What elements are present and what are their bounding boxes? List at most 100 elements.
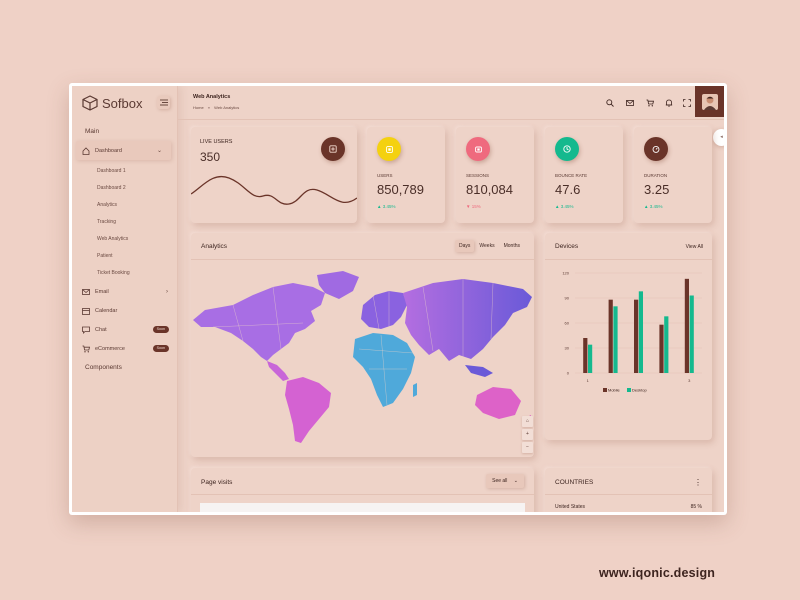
cart-icon bbox=[82, 345, 90, 352]
country-name: United States bbox=[555, 504, 586, 510]
fullscreen-icon[interactable] bbox=[683, 99, 691, 107]
sidebar-item-calendar[interactable]: Calendar bbox=[72, 301, 177, 320]
mail-icon bbox=[82, 288, 90, 295]
stat-value: 850,789 bbox=[377, 182, 424, 197]
stat-card-users: USERS 850,789 ▲ 3.45% bbox=[367, 127, 445, 223]
home-icon bbox=[82, 146, 90, 155]
screenshot-frame: Sofbox Main Dashboard ⌄ Dashboard 1 D bbox=[69, 83, 727, 515]
chat-icon bbox=[82, 326, 90, 334]
legend-label: Mobile bbox=[608, 388, 621, 393]
legend-swatch bbox=[603, 388, 607, 392]
dashboard-submenu: Dashboard 1 Dashboard 2 Analytics Tracki… bbox=[72, 160, 177, 282]
analytics-title: Analytics bbox=[201, 243, 228, 250]
page-title: Web Analytics bbox=[193, 94, 231, 100]
sidebar-subitem-ticket-booking[interactable]: Ticket Booking bbox=[97, 270, 130, 276]
sidebar-subitem-web-analytics[interactable]: Web Analytics bbox=[97, 236, 129, 242]
stat-change: ▲ 3.45% bbox=[644, 204, 663, 209]
map-home-button[interactable]: ⌂ bbox=[522, 416, 533, 427]
sidebar-subitem-dashboard-2[interactable]: Dashboard 2 bbox=[97, 185, 126, 191]
region-australia bbox=[475, 387, 521, 419]
sidebar-subitem-dashboard-1[interactable]: Dashboard 1 bbox=[97, 168, 126, 174]
stat-change: ▼ 15% bbox=[466, 204, 481, 209]
stat-label: DURATION bbox=[644, 173, 668, 178]
menu-toggle-button[interactable] bbox=[157, 96, 170, 109]
map-zoom-out-button[interactable]: − bbox=[522, 442, 533, 453]
sidebar-subitem-patient[interactable]: Patient bbox=[97, 253, 113, 259]
stat-value: 810,084 bbox=[466, 182, 513, 197]
stat-card-bounce-rate: BOUNCE RATE 47.6 ▲ 3.45% bbox=[545, 127, 623, 223]
brand[interactable]: Sofbox bbox=[72, 86, 177, 120]
bar-desktop bbox=[638, 291, 643, 373]
region-south-america bbox=[285, 377, 331, 443]
analytics-range-tabs: Days Weeks Months bbox=[454, 240, 524, 252]
search-icon[interactable] bbox=[606, 99, 614, 107]
card-divider bbox=[545, 259, 712, 260]
sidebar-section-components: Components bbox=[85, 364, 122, 371]
bar-mobile bbox=[659, 324, 664, 373]
timer-icon bbox=[652, 145, 660, 153]
select-label: See all bbox=[492, 478, 508, 484]
x-tick-label: 1 bbox=[587, 378, 590, 383]
region-madagascar bbox=[413, 383, 417, 397]
stat-label: USERS bbox=[377, 173, 393, 178]
live-users-label: LIVE USERS bbox=[200, 139, 233, 145]
y-tick-label: 90 bbox=[565, 296, 570, 301]
avatar[interactable] bbox=[695, 86, 724, 117]
devices-title: Devices bbox=[555, 243, 579, 250]
users-icon-button[interactable] bbox=[377, 137, 401, 161]
dashboard-app: Sofbox Main Dashboard ⌄ Dashboard 1 D bbox=[72, 86, 724, 512]
cart-icon[interactable] bbox=[646, 99, 654, 107]
live-users-button[interactable] bbox=[321, 137, 345, 161]
page-visits-table-header bbox=[200, 503, 525, 512]
country-value: 85 % bbox=[690, 504, 702, 510]
dashboard-icon bbox=[329, 145, 337, 153]
stat-label: SESSIONS bbox=[466, 173, 490, 178]
map-zoom-in-button[interactable]: + bbox=[522, 429, 533, 440]
page-visits-select[interactable]: See all ⌄ bbox=[486, 474, 524, 488]
sidebar-item-email[interactable]: Email › bbox=[72, 282, 177, 301]
settings-drawer-toggle[interactable]: ◂ bbox=[713, 129, 724, 146]
sessions-icon-button[interactable] bbox=[466, 137, 490, 161]
duration-icon-button[interactable] bbox=[644, 137, 668, 161]
sidebar-subitem-tracking[interactable]: Tracking bbox=[97, 219, 116, 225]
countries-card: COUNTRIES ⋮ United States 85 % bbox=[545, 468, 712, 512]
stat-value: 3.25 bbox=[644, 182, 670, 197]
devices-bar-chart: 0 30 60 90 120 1 3 Mobile Desktop bbox=[562, 271, 702, 393]
bounce-rate-icon-button[interactable] bbox=[555, 137, 579, 161]
brand-name: Sofbox bbox=[102, 95, 143, 111]
sidebar-item-ecommerce[interactable]: eCommerce Soon bbox=[72, 339, 177, 358]
sessions-icon bbox=[474, 146, 482, 152]
legend-swatch bbox=[627, 388, 631, 392]
breadcrumb-home[interactable]: Home bbox=[193, 105, 204, 110]
y-tick-label: 0 bbox=[567, 371, 570, 376]
bar-mobile bbox=[583, 338, 588, 373]
bell-icon[interactable] bbox=[665, 99, 673, 107]
card-divider bbox=[191, 494, 534, 495]
sidebar-item-label: Calendar bbox=[95, 307, 118, 314]
sidebar-item-label: eCommerce bbox=[95, 345, 125, 352]
world-map[interactable] bbox=[193, 265, 532, 445]
region-central-america bbox=[267, 361, 289, 381]
tab-weeks[interactable]: Weeks bbox=[479, 243, 495, 249]
stat-card-sessions: SESSIONS 810,084 ▼ 15% bbox=[456, 127, 534, 223]
stat-change: ▲ 3.45% bbox=[377, 204, 396, 209]
tab-days[interactable]: Days bbox=[454, 240, 475, 252]
sidebar-subitem-analytics[interactable]: Analytics bbox=[97, 202, 118, 208]
bar-mobile bbox=[684, 278, 689, 373]
bar-desktop bbox=[689, 295, 694, 373]
menu-icon bbox=[159, 99, 168, 106]
live-users-sparkline bbox=[191, 175, 357, 205]
top-header: Web Analytics Home » Web Analytics bbox=[178, 86, 724, 120]
region-greenland bbox=[317, 271, 359, 299]
sidebar-item-chat[interactable]: Chat Soon bbox=[72, 320, 177, 339]
breadcrumb-separator: » bbox=[207, 105, 211, 110]
mail-icon[interactable] bbox=[626, 99, 634, 107]
tab-months[interactable]: Months bbox=[503, 243, 520, 249]
devices-view-all-link[interactable]: View All bbox=[685, 244, 703, 250]
sidebar-item-dashboard[interactable]: Dashboard ⌄ bbox=[76, 141, 171, 160]
y-tick-label: 30 bbox=[565, 346, 570, 351]
more-vertical-icon[interactable]: ⋮ bbox=[694, 478, 702, 487]
countries-title: COUNTRIES bbox=[555, 479, 594, 486]
calendar-icon bbox=[82, 307, 90, 315]
region-asia bbox=[403, 279, 532, 361]
